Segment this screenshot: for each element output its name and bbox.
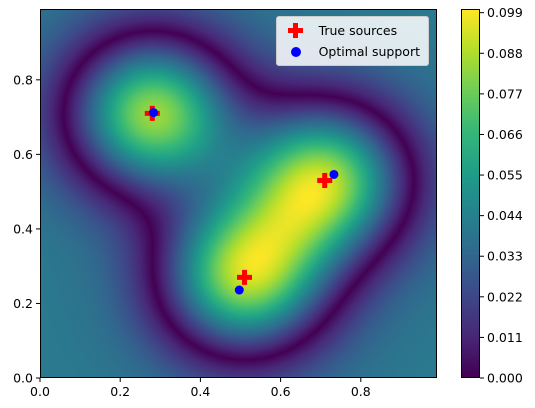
plot-area (40, 9, 437, 378)
circle-marker-icon (290, 46, 301, 57)
y-tick-label: 0.0 (13, 371, 33, 386)
colorbar-tick-label: 0.033 (487, 249, 523, 264)
colorbar-tick-label: 0.000 (487, 371, 523, 386)
y-tick-label: 0.8 (13, 72, 33, 87)
optimal-support-marker (329, 169, 339, 179)
y-tick-label: 0.4 (13, 221, 33, 236)
colorbar-tick-label: 0.077 (487, 86, 523, 101)
x-tick-label: 0.6 (271, 384, 291, 399)
y-tick-label: 0.6 (13, 147, 33, 162)
true-source-marker-hbar (317, 177, 333, 183)
colorbar-axis: 0.000 0.011 0.022 0.033 0.044 0.055 0.066 0.077… (480, 5, 523, 386)
colorbar-tick-label: 0.055 (487, 168, 523, 183)
colorbar-tick-label: 0.066 (487, 127, 523, 142)
markers-layer (144, 105, 339, 295)
legend: True sources Optimal support (275, 16, 429, 66)
colorbar-tick-label: 0.022 (487, 289, 523, 304)
true-source-marker-hbar (237, 274, 253, 280)
colorbar-tick-label: 0.011 (487, 330, 523, 345)
x-tick-label: 0.8 (351, 384, 371, 399)
x-tick-label: 0.4 (190, 384, 210, 399)
colorbar-tick-label: 0.099 (487, 5, 523, 20)
colorbar-tick-label: 0.044 (487, 208, 523, 223)
heatmap-image (41, 10, 436, 377)
plus-marker-icon (288, 23, 304, 38)
legend-label: Optimal support (318, 44, 420, 59)
colorbar-tick-label: 0.088 (487, 46, 523, 61)
y-tick-label: 0.2 (13, 296, 33, 311)
legend-item-true-sources: True sources (283, 20, 420, 41)
colorbar-gradient (462, 10, 479, 377)
optimal-support-marker (234, 285, 244, 295)
x-tick-label: 0.0 (30, 384, 50, 399)
x-axis: 0.0 0.2 0.4 0.6 0.8 (30, 378, 371, 399)
x-tick-label: 0.2 (110, 384, 130, 399)
y-axis: 0.0 0.2 0.4 0.6 0.8 (13, 72, 40, 386)
colorbar (461, 9, 480, 378)
legend-label: True sources (318, 23, 398, 38)
optimal-support-marker (148, 108, 158, 118)
legend-item-optimal-support: Optimal support (283, 41, 420, 62)
